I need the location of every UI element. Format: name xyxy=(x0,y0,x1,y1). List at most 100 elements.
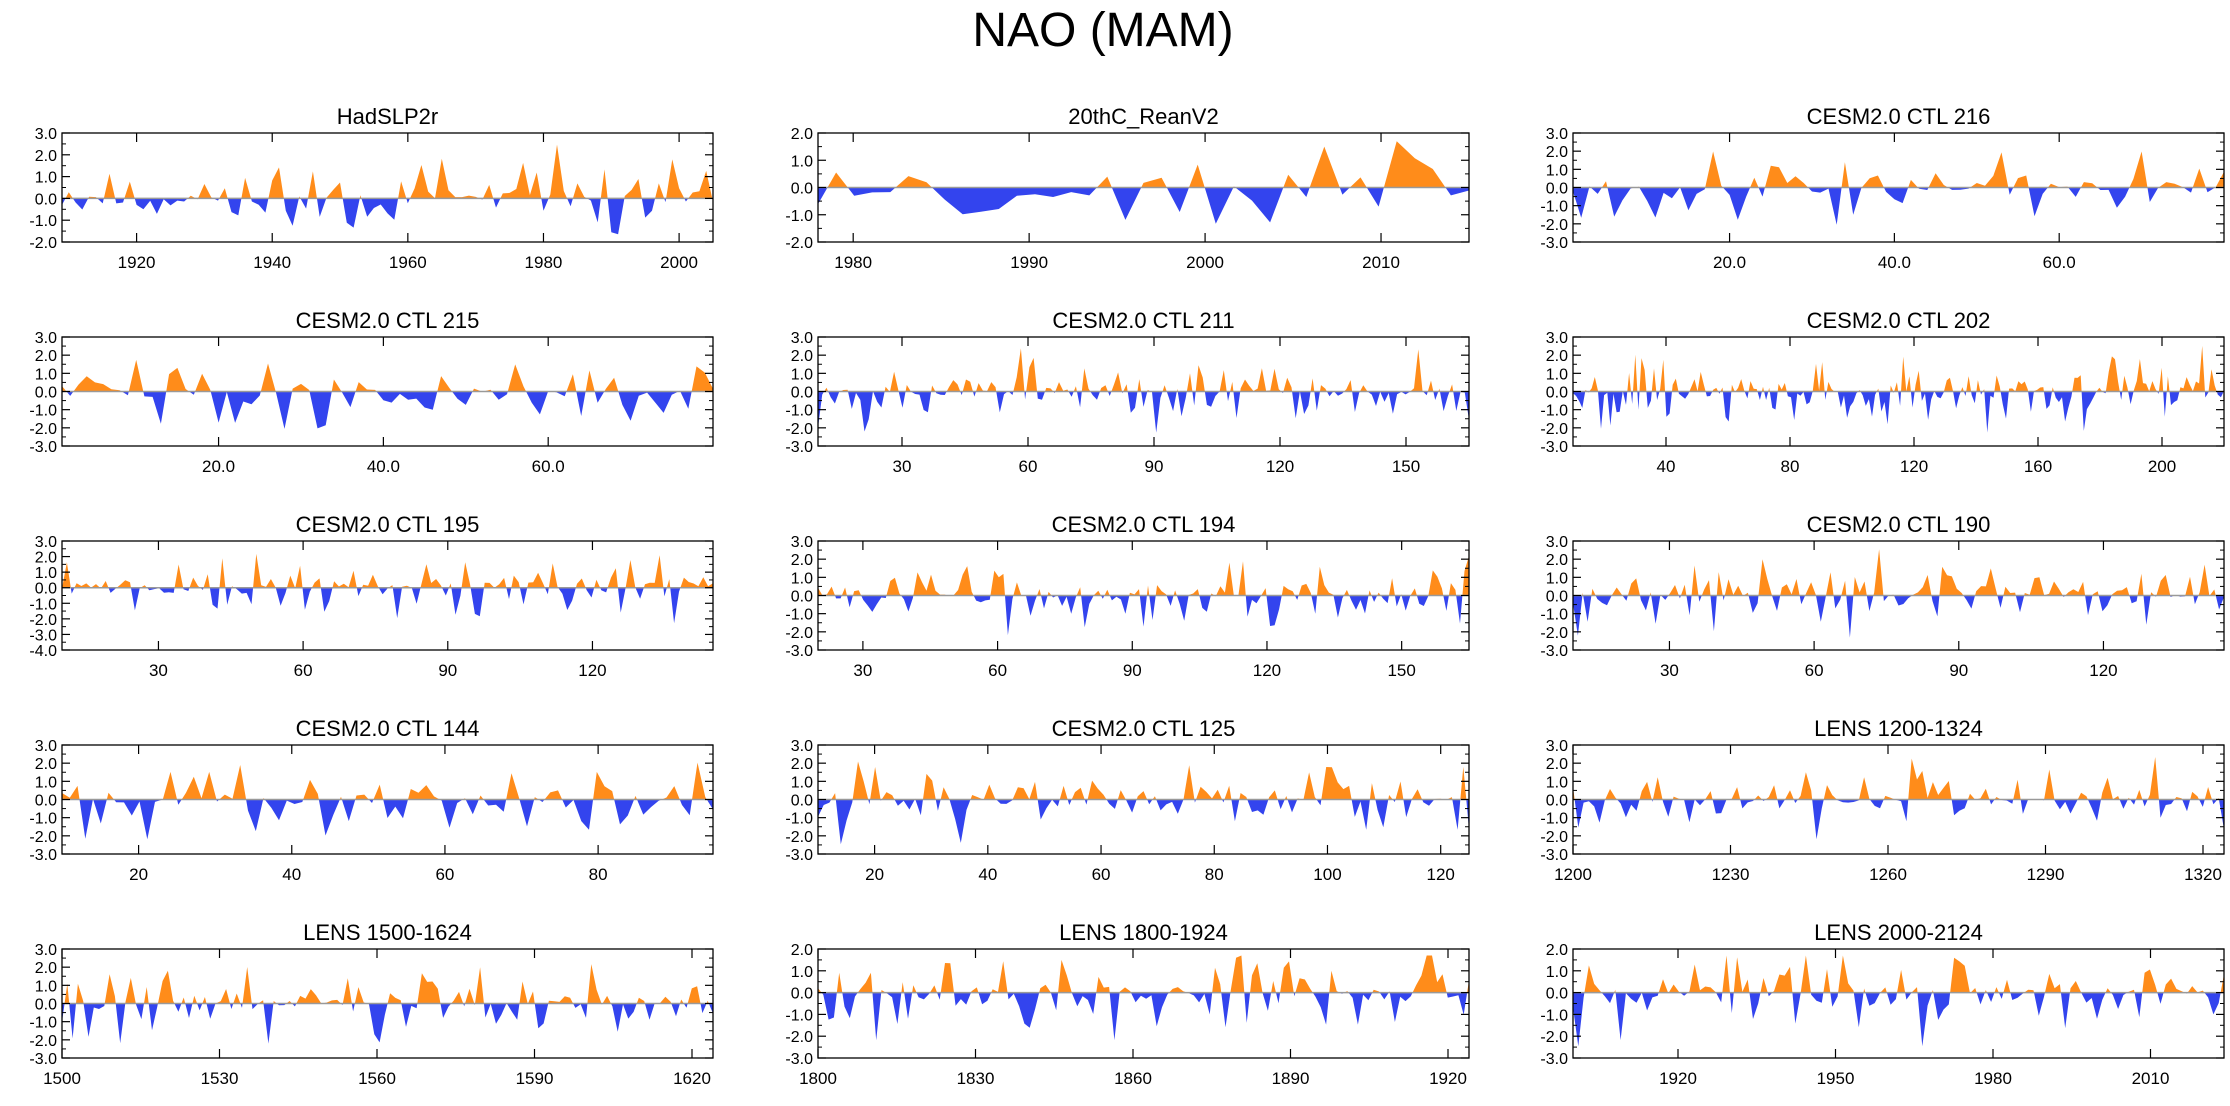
y-tick-label: -1.0 xyxy=(785,403,813,420)
x-tick-label: 1620 xyxy=(673,1069,711,1088)
x-tick-label: 160 xyxy=(2024,457,2052,476)
y-tick-label: -2.0 xyxy=(29,829,57,846)
y-tick-label: 3.0 xyxy=(35,534,57,551)
y-tick-label: -3.0 xyxy=(29,1051,57,1068)
x-tick-label: 20.0 xyxy=(202,457,235,476)
y-tick-label: 2.0 xyxy=(35,756,57,773)
x-tick-label: 40.0 xyxy=(367,457,400,476)
x-tick-label: 80 xyxy=(1205,865,1224,884)
panel-title: CESM2.0 CTL 215 xyxy=(296,308,480,333)
y-tick-label: 0.0 xyxy=(35,385,57,402)
y-tick-label: -3.0 xyxy=(785,439,813,456)
positive-area xyxy=(62,964,713,1004)
y-tick-label: 0.0 xyxy=(1546,385,1568,402)
y-tick-label: -2.0 xyxy=(1540,421,1568,438)
x-tick-label: 1200 xyxy=(1554,865,1592,884)
negative-area xyxy=(818,391,1469,433)
y-tick-label: 1.0 xyxy=(791,366,813,383)
y-tick-label: -2.0 xyxy=(785,1029,813,1046)
negative-area xyxy=(62,587,681,624)
y-tick-label: -2.0 xyxy=(785,421,813,438)
y-tick-label: -1.0 xyxy=(1540,403,1568,420)
y-tick-label: -1.0 xyxy=(29,213,57,230)
y-tick-label: -3.0 xyxy=(1540,643,1568,660)
x-tick-label: 60 xyxy=(435,865,454,884)
y-tick-label: -1.0 xyxy=(785,1007,813,1024)
panel-title: CESM2.0 CTL 144 xyxy=(296,716,480,741)
y-tick-label: 1.0 xyxy=(35,366,57,383)
y-tick-label: 0.0 xyxy=(35,793,57,810)
x-tick-label: 90 xyxy=(1949,661,1968,680)
y-tick-label: -2.0 xyxy=(29,235,57,252)
y-tick-label: 0.0 xyxy=(1546,793,1568,810)
y-tick-label: 1.0 xyxy=(791,774,813,791)
x-tick-label: 60 xyxy=(294,661,313,680)
plot-frame xyxy=(1572,948,2225,1059)
y-tick-label: 3.0 xyxy=(35,738,57,755)
x-tick-label: 1500 xyxy=(43,1069,81,1088)
y-tick-label: -2.0 xyxy=(1540,217,1568,234)
negative-area xyxy=(818,595,1469,636)
panel-title: CESM2.0 CTL 216 xyxy=(1807,104,1991,129)
negative-area xyxy=(818,799,1469,845)
panel-9: CESM2.0 CTL 190 3.02.01.0 0.0-1.0-2.0-3.0 3… xyxy=(1540,512,2225,680)
panel-title: CESM2.0 CTL 202 xyxy=(1807,308,1991,333)
y-tick-label: -1.0 xyxy=(29,596,57,613)
x-tick-label: 150 xyxy=(1387,661,1415,680)
x-tick-label: 1800 xyxy=(799,1069,837,1088)
positive-area xyxy=(818,348,1469,392)
y-tick-label: -2.0 xyxy=(1540,829,1568,846)
x-tick-label: 40 xyxy=(282,865,301,884)
x-tick-label: 120 xyxy=(1253,661,1281,680)
y-tick-label: 0.0 xyxy=(791,793,813,810)
x-tick-label: 1560 xyxy=(358,1069,396,1088)
x-tick-label: 120 xyxy=(1900,457,1928,476)
y-tick-label: 2.0 xyxy=(35,148,57,165)
panel-5: CESM2.0 CTL 211 3.02.01.0 0.0-1.0-2.0-3.0 3… xyxy=(785,308,1470,476)
x-tick-label: 1920 xyxy=(1659,1069,1697,1088)
y-tick-label: -2.0 xyxy=(29,421,57,438)
y-tick-label: 0.0 xyxy=(1546,181,1568,198)
y-tick-label: 0.0 xyxy=(1546,986,1568,1003)
y-tick-label: 0.0 xyxy=(35,581,57,598)
positive-area xyxy=(62,553,713,588)
x-tick-label: 1990 xyxy=(1010,253,1048,272)
y-tick-label: -3.0 xyxy=(1540,1051,1568,1068)
y-tick-label: 1.0 xyxy=(35,170,57,187)
y-tick-label: 0.0 xyxy=(791,181,813,198)
y-tick-label: 1.0 xyxy=(791,153,813,170)
positive-area xyxy=(1573,549,2224,596)
x-tick-label: 1940 xyxy=(253,253,291,272)
negative-area xyxy=(62,198,713,235)
x-tick-label: 150 xyxy=(1392,457,1420,476)
y-tick-label: 3.0 xyxy=(791,738,813,755)
plot-frame xyxy=(817,948,1470,1059)
y-tick-label: 0.0 xyxy=(35,997,57,1014)
y-tick-label: -1.0 xyxy=(1540,199,1568,216)
y-tick-label: -3.0 xyxy=(29,627,57,644)
y-tick-label: 2.0 xyxy=(1546,144,1568,161)
positive-area xyxy=(62,144,713,199)
x-tick-label: 1320 xyxy=(2184,865,2222,884)
y-tick-label: -1.0 xyxy=(785,208,813,225)
x-tick-label: 40.0 xyxy=(1878,253,1911,272)
y-tick-label: 2.0 xyxy=(791,756,813,773)
y-tick-label: -2.0 xyxy=(29,1033,57,1050)
x-tick-label: 1980 xyxy=(834,253,872,272)
y-tick-label: -2.0 xyxy=(785,235,813,252)
negative-area xyxy=(1573,595,2224,638)
negative-area xyxy=(1573,187,2224,225)
y-tick-label: -3.0 xyxy=(785,847,813,864)
negative-area xyxy=(1573,391,2224,433)
y-tick-label: 0.0 xyxy=(791,986,813,1003)
panel-3: CESM2.0 CTL 216 3.02.01.0 0.0-1.0-2.0-3.0 2… xyxy=(1540,104,2225,272)
negative-area xyxy=(62,1003,713,1044)
x-tick-label: 1960 xyxy=(389,253,427,272)
y-tick-label: 1.0 xyxy=(1546,774,1568,791)
x-tick-label: 20 xyxy=(129,865,148,884)
y-tick-label: 1.0 xyxy=(791,570,813,587)
panel-15: LENS 2000-2124 2.0 1.0 0.0 -1.0 -2.0 -3.0 1920 1… xyxy=(1540,920,2225,1088)
y-tick-label: -2.0 xyxy=(1540,1029,1568,1046)
y-tick-label: -3.0 xyxy=(29,439,57,456)
